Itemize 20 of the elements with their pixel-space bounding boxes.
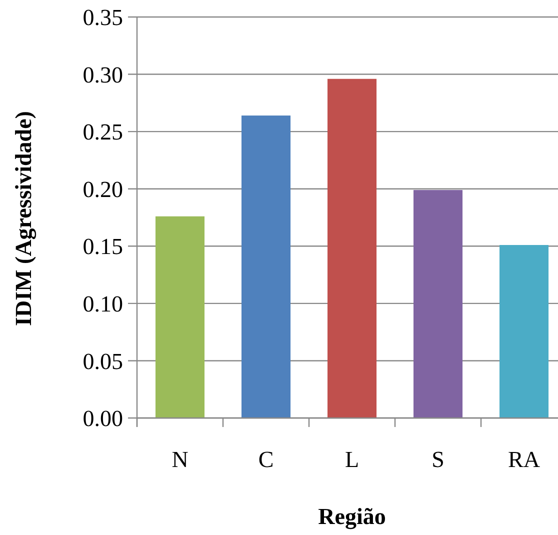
y-tick-label: 0.35: [82, 5, 123, 30]
y-tick-label: 0.00: [82, 406, 123, 432]
y-tick-label: 0.25: [82, 120, 123, 145]
x-tick-label: L: [344, 447, 360, 472]
y-tick-label: 0.15: [82, 234, 123, 260]
x-tick-label: N: [172, 447, 189, 472]
bar: [413, 190, 463, 418]
x-tick-label: S: [432, 447, 444, 472]
x-axis-title: Região: [318, 504, 386, 530]
bar: [499, 244, 549, 418]
bar: [327, 78, 377, 418]
bar: [241, 116, 291, 418]
x-tick-label: C: [258, 447, 274, 472]
y-tick-label: 0.30: [82, 62, 123, 88]
y-tick-label: 0.20: [82, 176, 123, 202]
y-tick-label: 0.05: [82, 348, 123, 374]
y-axis-title: IDIM (Agressividade): [11, 111, 37, 326]
bar: [155, 216, 205, 418]
x-tick-label: RA: [508, 447, 540, 472]
y-tick-label: 0.10: [82, 291, 123, 316]
